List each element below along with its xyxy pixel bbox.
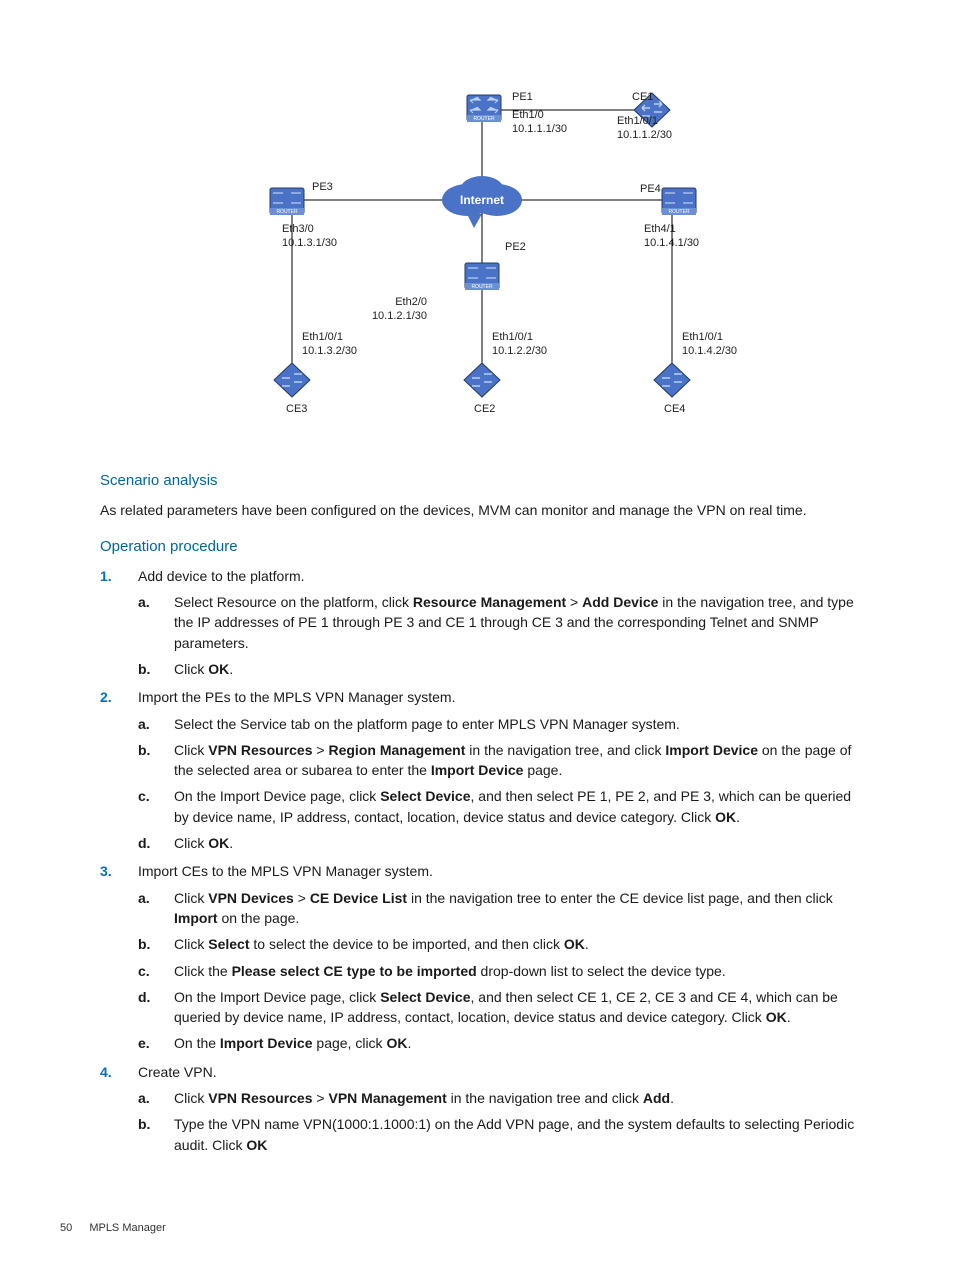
- ce4-label: CE4: [664, 403, 685, 415]
- ce2-label: CE2: [474, 403, 495, 415]
- ce4-ip: 10.1.4.2/30: [682, 345, 737, 357]
- ce3-ip: 10.1.3.2/30: [302, 345, 357, 357]
- pe4-if: Eth4/1: [644, 223, 676, 235]
- substep-letter: b.: [138, 1114, 150, 1134]
- ce1-ip: 10.1.1.2/30: [617, 129, 672, 141]
- substep-letter: a.: [138, 1088, 150, 1108]
- pe1-if: Eth1/0: [512, 109, 544, 121]
- pe1-router-icon: ROUTER: [467, 95, 501, 122]
- substep-text: Click OK.: [174, 835, 233, 851]
- ce2-ip: 10.1.2.2/30: [492, 345, 547, 357]
- step-text: Create VPN.: [138, 1064, 217, 1080]
- substep-text: Click VPN Resources > VPN Management in …: [174, 1090, 674, 1106]
- ce4-switch-icon: [654, 363, 690, 397]
- substep-text: Type the VPN name VPN(1000:1.1000:1) on …: [174, 1116, 854, 1152]
- substep: c. Click the Please select CE type to be …: [138, 961, 864, 981]
- step-number: 4.: [100, 1062, 112, 1082]
- page-number: 50: [60, 1222, 72, 1234]
- procedure-step: 4. Create VPN. a. Click VPN Resources > VPN…: [100, 1062, 864, 1155]
- substep: b. Click OK.: [138, 659, 864, 679]
- substep: c. On the Import Device page, click Selec…: [138, 786, 864, 827]
- procedure-step: 1. Add device to the platform. a. Select Re…: [100, 566, 864, 679]
- substep-letter: e.: [138, 1033, 150, 1053]
- scenario-heading: Scenario analysis: [100, 470, 864, 492]
- step-number: 1.: [100, 566, 112, 586]
- substep-text: Click VPN Devices > CE Device List in th…: [174, 890, 833, 926]
- procedure-step: 3. Import CEs to the MPLS VPN Manager sys…: [100, 861, 864, 1053]
- procedure-list: 1. Add device to the platform. a. Select Re…: [100, 566, 864, 1155]
- substep-text: Select the Service tab on the platform p…: [174, 716, 680, 732]
- step-text: Add device to the platform.: [138, 568, 305, 584]
- ce1-label: CE1: [632, 91, 653, 103]
- substep-text: Click OK.: [174, 661, 233, 677]
- pe3-ip: 10.1.3.1/30: [282, 237, 337, 249]
- substep-text: Click the Please select CE type to be im…: [174, 963, 726, 979]
- substep-list: a. Select the Service tab on the platform…: [138, 714, 864, 854]
- internet-label: Internet: [460, 193, 504, 207]
- ce4-if: Eth1/0/1: [682, 331, 723, 343]
- substep-letter: a.: [138, 714, 150, 734]
- footer-title: MPLS Manager: [89, 1222, 165, 1234]
- substep: a. Click VPN Resources > VPN Management i…: [138, 1088, 864, 1108]
- pe4-ip: 10.1.4.1/30: [644, 237, 699, 249]
- substep: b. Click VPN Resources > Region Managemen…: [138, 740, 864, 781]
- substep-letter: c.: [138, 961, 150, 981]
- pe4-label: PE4: [640, 183, 661, 195]
- ce3-switch-icon: [274, 363, 310, 397]
- substep: d. Click OK.: [138, 833, 864, 853]
- substep-letter: b.: [138, 659, 150, 679]
- substep-letter: b.: [138, 934, 150, 954]
- procedure-heading: Operation procedure: [100, 536, 864, 558]
- pe3-if: Eth3/0: [282, 223, 314, 235]
- substep-text: Select Resource on the platform, click R…: [174, 594, 854, 651]
- substep-letter: d.: [138, 833, 150, 853]
- network-diagram: Internet ROUTER PE1 Eth1/0 10.1.1.1/30 C…: [212, 80, 752, 440]
- svg-text:ROUTER: ROUTER: [473, 116, 495, 122]
- substep: e. On the Import Device page, click OK.: [138, 1033, 864, 1053]
- ce2-switch-icon: [464, 363, 500, 397]
- substep-letter: b.: [138, 740, 150, 760]
- scenario-text: As related parameters have been configur…: [100, 500, 864, 520]
- pe4-router-icon: ROUTER: [662, 188, 696, 215]
- svg-text:ROUTER: ROUTER: [276, 209, 298, 215]
- substep: b. Type the VPN name VPN(1000:1.1000:1) o…: [138, 1114, 864, 1155]
- ce3-if: Eth1/0/1: [302, 331, 343, 343]
- pe2-router-icon: ROUTER: [465, 263, 499, 290]
- svg-text:ROUTER: ROUTER: [668, 209, 690, 215]
- substep-list: a. Select Resource on the platform, click…: [138, 592, 864, 679]
- substep-letter: a.: [138, 592, 150, 612]
- substep-text: On the Import Device page, click Select …: [174, 989, 838, 1025]
- step-number: 3.: [100, 861, 112, 881]
- pe2-label: PE2: [505, 241, 526, 253]
- page-footer: 50 MPLS Manager: [60, 1221, 166, 1237]
- step-text: Import CEs to the MPLS VPN Manager syste…: [138, 863, 433, 879]
- pe1-label: PE1: [512, 91, 533, 103]
- substep: a. Select the Service tab on the platform…: [138, 714, 864, 734]
- substep-text: Click VPN Resources > Region Management …: [174, 742, 851, 778]
- substep: a. Click VPN Devices > CE Device List in …: [138, 888, 864, 929]
- substep-list: a. Click VPN Devices > CE Device List in …: [138, 888, 864, 1054]
- substep: a. Select Resource on the platform, click…: [138, 592, 864, 653]
- pe2-if: Eth2/0: [395, 296, 427, 308]
- ce3-label: CE3: [286, 403, 307, 415]
- step-number: 2.: [100, 687, 112, 707]
- substep-letter: a.: [138, 888, 150, 908]
- substep-letter: d.: [138, 987, 150, 1007]
- step-text: Import the PEs to the MPLS VPN Manager s…: [138, 689, 455, 705]
- pe1-ip: 10.1.1.1/30: [512, 123, 567, 135]
- pe3-label: PE3: [312, 181, 333, 193]
- substep-text: Click Select to select the device to be …: [174, 936, 589, 952]
- substep: d. On the Import Device page, click Selec…: [138, 987, 864, 1028]
- substep-text: On the Import Device page, click Select …: [174, 788, 851, 824]
- substep-text: On the Import Device page, click OK.: [174, 1035, 411, 1051]
- substep: b. Click Select to select the device to b…: [138, 934, 864, 954]
- ce1-if: Eth1/0/1: [617, 115, 658, 127]
- pe3-router-icon: ROUTER: [270, 188, 304, 215]
- substep-list: a. Click VPN Resources > VPN Management i…: [138, 1088, 864, 1155]
- svg-text:ROUTER: ROUTER: [471, 284, 493, 290]
- substep-letter: c.: [138, 786, 150, 806]
- procedure-step: 2. Import the PEs to the MPLS VPN Manager…: [100, 687, 864, 853]
- pe2-ip: 10.1.2.1/30: [372, 310, 427, 322]
- ce2-if: Eth1/0/1: [492, 331, 533, 343]
